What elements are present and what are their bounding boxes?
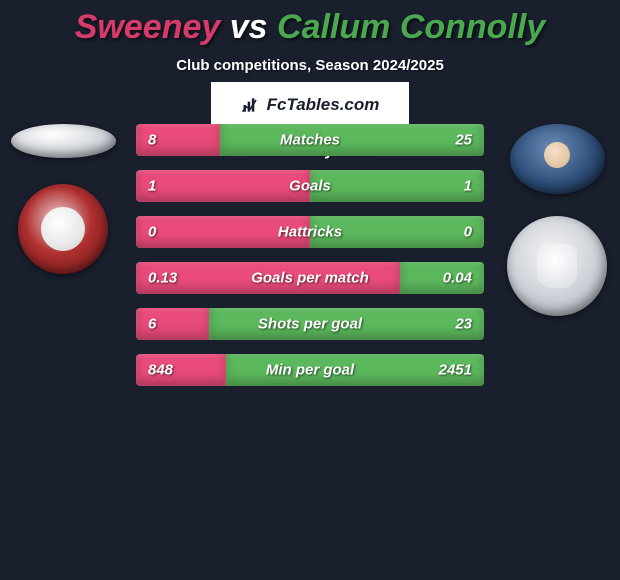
stat-value-right: 0 (464, 224, 472, 241)
stat-label: Matches (280, 132, 340, 149)
stat-value-right: 0.04 (443, 270, 472, 287)
watermark-text: FcTables.com (267, 95, 380, 115)
stat-fill-left (136, 308, 209, 340)
stat-label: Shots per goal (258, 316, 362, 333)
player-right-photo (510, 124, 605, 194)
page-title: Sweeney vs Callum Connolly (0, 0, 620, 47)
stat-value-left: 0.13 (148, 270, 177, 287)
subtitle: Club competitions, Season 2024/2025 (0, 57, 620, 74)
stat-row: 0 Hattricks 0 (136, 216, 484, 248)
vs-text: vs (230, 8, 268, 46)
club-right-crest (507, 216, 607, 316)
stat-value-right: 2451 (439, 362, 472, 379)
club-left-crest (18, 184, 108, 274)
stat-row: 848 Min per goal 2451 (136, 354, 484, 386)
stat-label: Hattricks (278, 224, 342, 241)
stat-value-left: 8 (148, 132, 156, 149)
stat-fill-left (136, 170, 310, 202)
stat-fill-right (220, 124, 484, 156)
player-left-photo (11, 124, 116, 158)
stats-bars: 8 Matches 25 1 Goals 1 0 Hattricks 0 0.13 Goals pe… (136, 124, 484, 400)
watermark: FcTables.com (211, 82, 409, 128)
stat-row: 1 Goals 1 (136, 170, 484, 202)
player-right-name: Callum Connolly (277, 8, 545, 46)
stat-value-right: 23 (455, 316, 472, 333)
stat-value-right: 1 (464, 178, 472, 195)
stat-label: Goals per match (251, 270, 369, 287)
player-left-name: Sweeney (75, 8, 221, 46)
stat-row: 6 Shots per goal 23 (136, 308, 484, 340)
chart-icon (241, 95, 261, 115)
stat-value-left: 6 (148, 316, 156, 333)
left-badges (8, 120, 118, 274)
stat-value-left: 848 (148, 362, 173, 379)
stat-value-right: 25 (455, 132, 472, 149)
right-badges (502, 120, 612, 320)
stat-value-left: 0 (148, 224, 156, 241)
stat-label: Goals (289, 178, 331, 195)
stat-value-left: 1 (148, 178, 156, 195)
stat-label: Min per goal (266, 362, 354, 379)
stat-fill-right (310, 170, 484, 202)
stat-row: 0.13 Goals per match 0.04 (136, 262, 484, 294)
stat-row: 8 Matches 25 (136, 124, 484, 156)
